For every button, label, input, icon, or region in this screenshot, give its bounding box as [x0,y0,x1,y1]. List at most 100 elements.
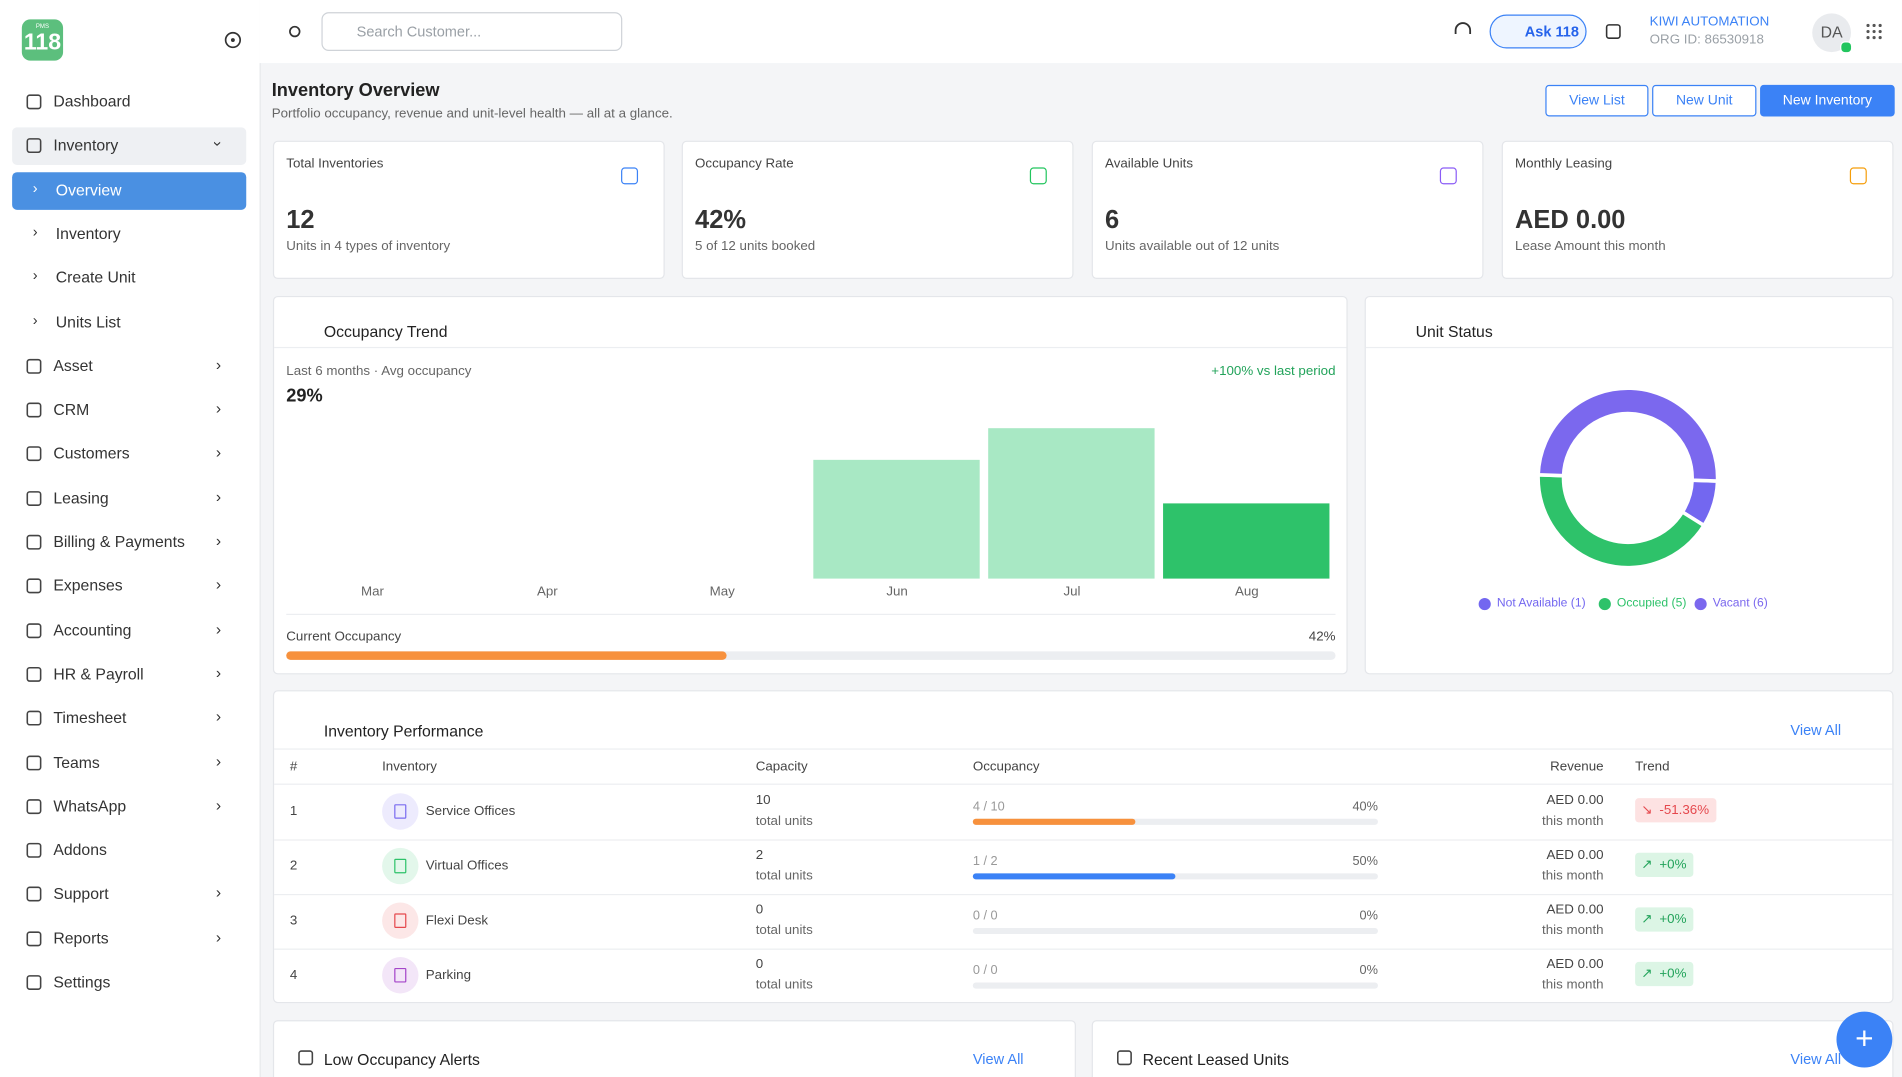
legend-label: Occupied (5) [1616,596,1687,611]
nav-arrow: › [215,355,222,374]
card-label: Monthly Leasing [1515,156,1613,172]
nav-item[interactable]: Inventory [53,136,119,155]
action-button[interactable]: New Inventory [1760,84,1895,117]
nav-item[interactable]: Addons [53,840,107,859]
panel-divider [274,346,1347,349]
action-button-label: View List [1569,93,1625,108]
nav-item[interactable]: Accounting [53,620,132,639]
nav-item[interactable]: Billing & Payments [53,532,185,551]
view-all[interactable]: View All [972,1050,1024,1068]
action-button[interactable]: View List [1545,84,1649,117]
row-icon-glyph [394,804,407,819]
row-icon [382,793,419,830]
trend-arrow: ↗ [1641,912,1653,927]
action-button-label: New Inventory [1782,93,1872,108]
column-header: # [289,759,298,774]
row-occupancy: 1 / 2 [972,853,998,869]
theme-icon [289,25,301,38]
logo: PMS 118 [21,19,64,61]
icon-shape [26,622,42,638]
trend-label: +0% [1659,857,1687,873]
row-revenue: AED 0.00 [1546,793,1604,808]
nav-arrow: › [215,443,222,462]
nav-item[interactable]: Support [53,884,109,903]
collapse-icon [224,31,242,49]
row-percent: 50% [1352,853,1378,869]
bar [813,459,980,579]
status-dot [1840,41,1853,54]
legend-label: Not Available (1) [1496,596,1586,611]
icon [26,138,42,154]
fab-button[interactable]: + [1836,1011,1893,1068]
logo-number: 118 [23,30,62,56]
icon [26,622,42,638]
nav-arrow: › [215,663,222,682]
icon-shape [1878,36,1882,40]
stat-card: Available Units 6 Units available out of 1… [1091,140,1484,279]
icon-shape [1605,24,1621,39]
trend-badge: +0% ↗ [1635,907,1694,932]
trend-panel: Occupancy Trend Last 6 months · Avg occup… [272,295,1348,675]
ask-button[interactable]: Ask 118 [1489,14,1587,49]
view-all[interactable]: View All [1790,721,1842,739]
x-tick-label: Aug [1235,584,1259,599]
card-icon [1029,167,1047,185]
trend-badge: +0% ↗ [1635,852,1694,877]
nav-item[interactable]: Customers [53,444,130,463]
card-sub: Units in 4 types of inventory [286,238,451,254]
legend-dot [1598,598,1611,611]
row-capacity-unit: total units [755,868,813,884]
row-revenue-period: this month [1542,923,1604,938]
avatar[interactable]: DA [1812,13,1852,53]
row-revenue-period: this month [1542,868,1604,884]
trend-arrow: ↗ [1641,857,1653,873]
row-name: Parking [425,967,472,983]
nav-item[interactable]: HR & Payroll [53,664,144,683]
panel-title: Inventory Performance [323,721,484,740]
sub-nav-item[interactable]: Inventory [55,224,121,243]
card-sub: 5 of 12 units booked [695,238,816,254]
action-button-label: New Unit [1675,93,1733,108]
nav-item[interactable]: Reports [53,928,109,947]
row-occupancy: 0 / 0 [972,908,998,924]
card-sub: Lease Amount this month [1515,238,1666,254]
action-button[interactable]: New Unit [1652,84,1757,117]
nav-item[interactable]: Expenses [53,576,123,595]
trend-label: +0% [1659,966,1687,982]
nav-item[interactable]: Settings [53,972,111,992]
search-box[interactable]: Search Customer... [321,12,623,51]
row-revenue-period: this month [1542,813,1604,829]
nav-arrow: › [215,707,222,726]
sub-nav-item[interactable]: Create Unit [55,268,136,287]
nav-item[interactable]: WhatsApp [53,796,127,815]
row-icon-glyph [394,858,407,874]
icon-shape [289,25,301,38]
row-capacity-unit: total units [755,813,813,829]
icon-shape [26,710,42,726]
nav-item[interactable]: Leasing [53,488,109,507]
nav-item[interactable]: Timesheet [53,708,127,727]
progress-track [286,651,1336,660]
current-value: 42% [1308,629,1336,645]
nav-item[interactable]: Teams [53,752,100,771]
icon [26,358,42,374]
nav-item[interactable]: Dashboard [53,92,131,111]
view-all[interactable]: View All [1790,1050,1842,1068]
nav-arrow: › [215,531,222,550]
bar [988,428,1155,579]
row-progress-fill [972,818,1135,825]
x-tick-label: Apr [537,584,558,599]
sub-nav-item[interactable]: Overview [55,180,122,199]
icon [298,1050,314,1066]
nav-arrow: › [215,399,222,418]
trend-badge: +0% ↗ [1635,961,1694,987]
card-value: 6 [1105,206,1120,235]
panel-divider [1365,346,1893,349]
icon-shape [298,1050,314,1066]
nav-item[interactable]: Asset [53,356,93,375]
nav-item[interactable]: CRM [53,400,90,419]
icon [1116,1050,1132,1066]
sub-nav-item[interactable]: Units List [55,312,121,331]
row-icon [382,957,419,994]
status-panel: Unit Status [1364,295,1894,675]
